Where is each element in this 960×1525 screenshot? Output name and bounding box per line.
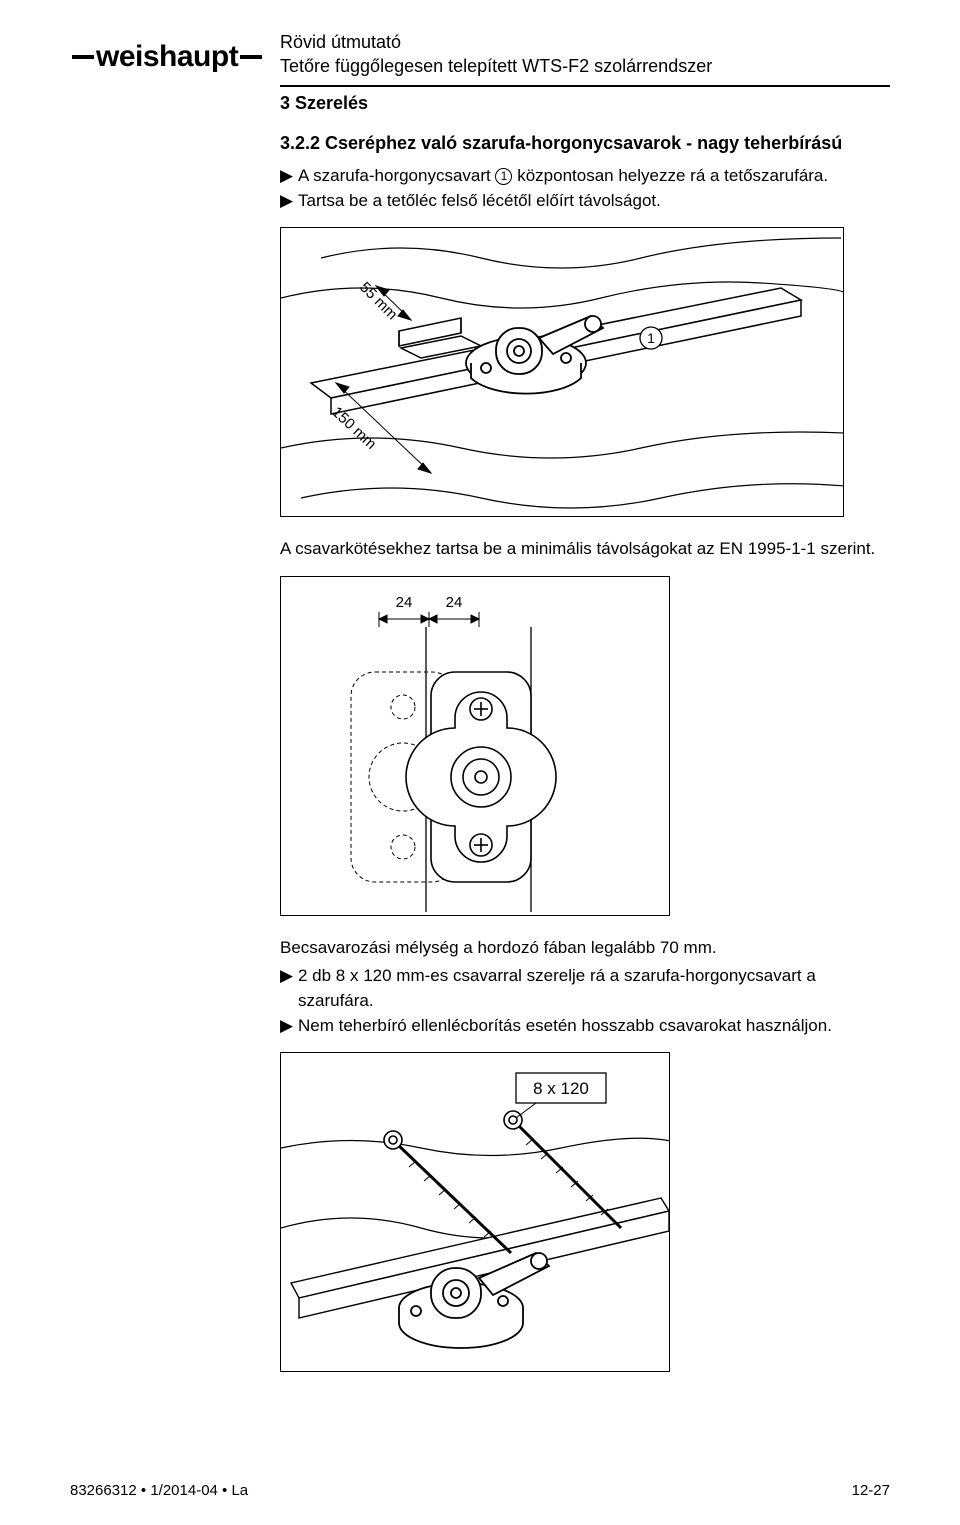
bullet-bottom-1: ▶ 2 db 8 x 120 mm-es csavarral szerelje … xyxy=(280,964,890,1013)
logo-column: weishaupt xyxy=(70,30,280,74)
brand-logo: weishaupt xyxy=(70,40,280,74)
bullet-bottom-2-text: Nem teherbíró ellenlécborítás esetén hos… xyxy=(298,1014,832,1039)
figure-1-svg: 55 mm 150 mm 1 xyxy=(281,228,844,517)
section-label: 3 Szerelés xyxy=(280,91,890,115)
subheading: 3.2.2 Cseréphez való szarufa-horgonycsav… xyxy=(280,133,890,154)
footer: 83266312 • 1/2014-04 • La 12-27 xyxy=(70,1482,890,1499)
fig2-dim-left: 24 xyxy=(396,594,413,611)
fig1-dim2: 150 mm xyxy=(328,404,379,453)
logo-dash-left xyxy=(72,55,94,59)
bullet-top-2: ▶ Tartsa be a tetőléc felső lécétől előí… xyxy=(280,189,890,214)
figure-3-svg: 8 x 120 xyxy=(281,1053,670,1372)
figure-1: 55 mm 150 mm 1 xyxy=(280,227,844,517)
triangle-icon: ▶ xyxy=(280,164,298,189)
bullet-top-2-text: Tartsa be a tetőléc felső lécétől előírt… xyxy=(298,189,661,214)
figure-3: 8 x 120 xyxy=(280,1052,670,1372)
triangle-icon: ▶ xyxy=(280,964,298,1013)
header-text: Rövid útmutató Tetőre függőlegesen telep… xyxy=(280,30,890,115)
header-rule xyxy=(280,85,890,87)
footer-left: 83266312 • 1/2014-04 • La xyxy=(70,1482,712,1499)
bullet-bottom-1-text: 2 db 8 x 120 mm-es csavarral szerelje rá… xyxy=(298,964,890,1013)
bullet-top-1: ▶ A szarufa-horgonycsavart 1 központosan… xyxy=(280,164,890,189)
fig1-callout: 1 xyxy=(647,330,655,346)
callout-1-inline: 1 xyxy=(495,168,512,185)
fig1-dim1: 55 mm xyxy=(356,279,400,323)
logo-dash-right xyxy=(240,55,262,59)
below-text: Becsavarozási mélység a hordozó fában le… xyxy=(280,936,890,961)
header-line1: Rövid útmutató xyxy=(280,30,890,54)
figure-2: 24 24 xyxy=(280,576,670,916)
bullet-bottom-2: ▶ Nem teherbíró ellenlécborítás esetén h… xyxy=(280,1014,890,1039)
brand-name: weishaupt xyxy=(96,40,238,74)
mid-text: A csavarkötésekhez tartsa be a minimális… xyxy=(280,537,890,562)
fig2-dim-right: 24 xyxy=(446,594,463,611)
header: weishaupt Rövid útmutató Tetőre függőleg… xyxy=(70,30,890,115)
bullet-top-1-text: A szarufa-horgonycsavart 1 központosan h… xyxy=(298,164,828,189)
fig3-label: 8 x 120 xyxy=(533,1079,589,1098)
header-line2: Tetőre függőlegesen telepített WTS-F2 sz… xyxy=(280,54,890,78)
content: 3.2.2 Cseréphez való szarufa-horgonycsav… xyxy=(280,133,890,1372)
page: weishaupt Rövid útmutató Tetőre függőleg… xyxy=(0,0,960,1525)
triangle-icon: ▶ xyxy=(280,189,298,214)
footer-page: 12-27 xyxy=(852,1482,890,1499)
triangle-icon: ▶ xyxy=(280,1014,298,1039)
figure-2-svg: 24 24 xyxy=(281,577,670,916)
